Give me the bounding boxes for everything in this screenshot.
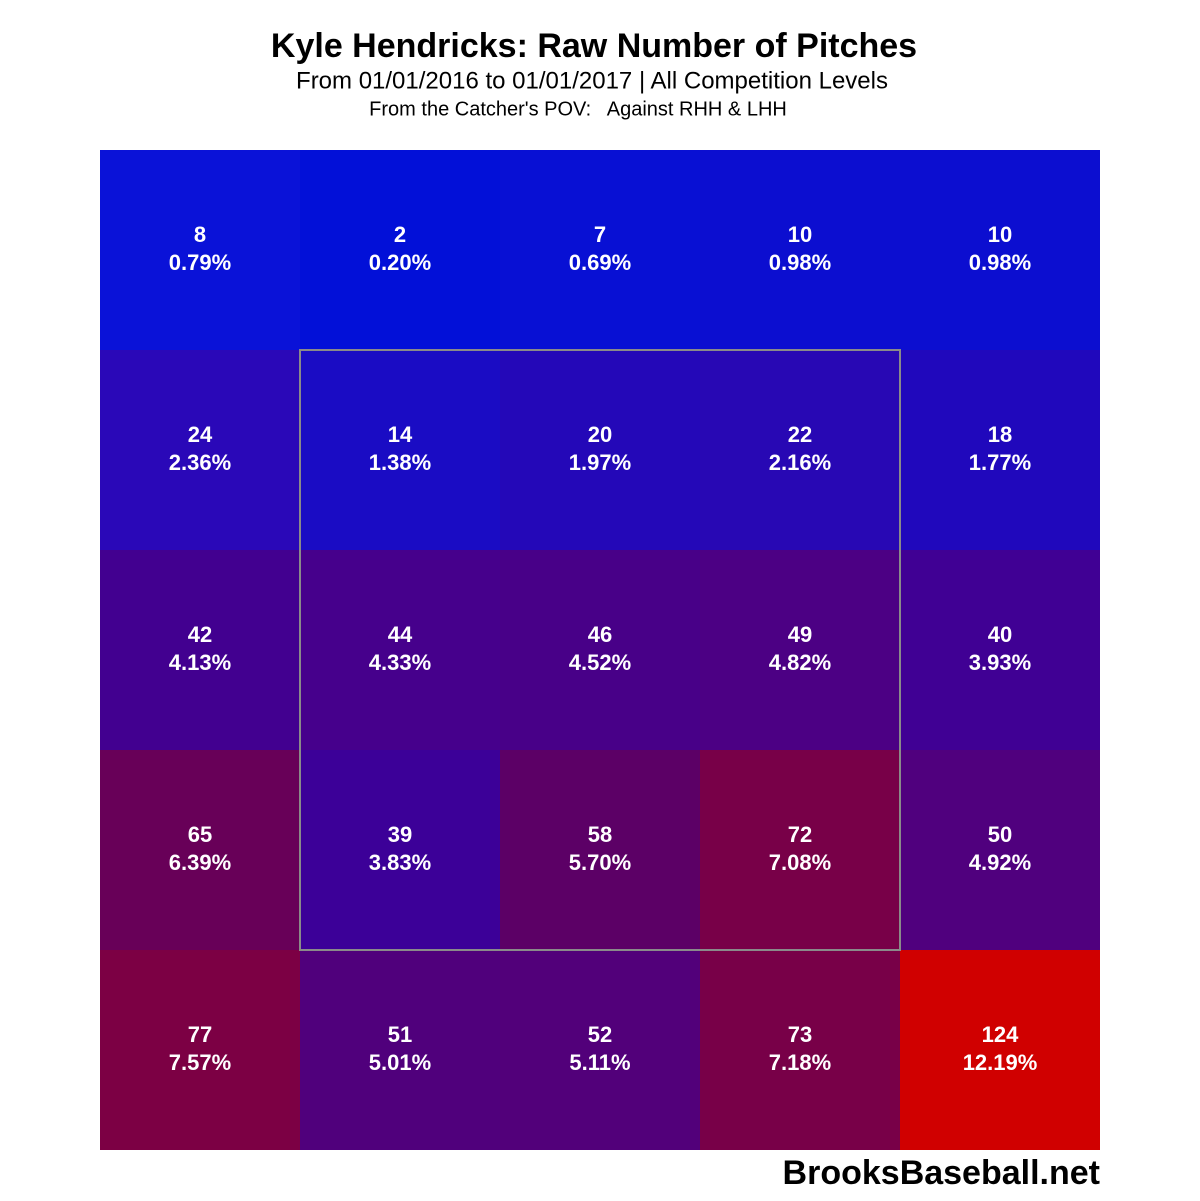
cell-percent: 4.92% (969, 850, 1031, 875)
cell-count: 51 (388, 1022, 412, 1047)
cell-percent: 3.93% (969, 650, 1031, 675)
cell-percent: 4.13% (169, 650, 231, 675)
cell-percent: 0.98% (769, 250, 831, 275)
cell-percent: 0.69% (569, 250, 631, 275)
heatmap-cell (500, 150, 700, 350)
cell-percent: 2.36% (169, 450, 231, 475)
cell-percent: 5.11% (569, 1050, 630, 1075)
cell-percent: 4.52% (569, 650, 631, 675)
heatmap-cell (700, 150, 900, 350)
heatmap-cell (500, 550, 700, 750)
cell-count: 72 (788, 822, 812, 847)
heatmap-cell (300, 350, 500, 550)
cell-percent: 3.83% (369, 850, 431, 875)
heatmap-cell (900, 150, 1100, 350)
cell-count: 8 (194, 222, 206, 247)
cell-count: 10 (988, 222, 1012, 247)
cell-count: 18 (988, 422, 1012, 447)
cell-count: 42 (188, 622, 212, 647)
cell-percent: 12.19% (963, 1050, 1038, 1075)
heatmap-cell (100, 950, 300, 1150)
cell-count: 49 (788, 622, 812, 647)
cell-count: 2 (394, 222, 406, 247)
heatmap-cell (300, 750, 500, 950)
cell-count: 52 (588, 1022, 612, 1047)
cell-percent: 1.97% (569, 450, 631, 475)
cell-count: 39 (388, 822, 412, 847)
chart-title: Kyle Hendricks: Raw Number of Pitches (271, 27, 917, 65)
strike-zone (299, 349, 901, 951)
cell-percent: 7.18% (769, 1050, 831, 1075)
heatmap-cell (900, 550, 1100, 750)
cell-percent: 4.33% (369, 650, 431, 675)
cell-percent: 5.01% (369, 1050, 431, 1075)
cell-count: 14 (388, 422, 413, 447)
cell-count: 22 (788, 422, 812, 447)
cell-count: 40 (988, 622, 1012, 647)
heatmap-cell (100, 550, 300, 750)
cell-percent: 5.70% (569, 850, 631, 875)
heatmap-cell (100, 150, 300, 350)
heatmap-cell (100, 350, 300, 550)
heatmap-cell (100, 750, 300, 950)
heatmap-cell (300, 950, 500, 1150)
chart-note: From the Catcher's POV: Against RHH & LH… (369, 98, 787, 120)
heatmap-cell (700, 350, 900, 550)
heatmap-cell (500, 350, 700, 550)
heatmap-cell (700, 950, 900, 1150)
cell-percent: 0.79% (169, 250, 231, 275)
cell-count: 10 (788, 222, 812, 247)
cell-count: 20 (588, 422, 612, 447)
cell-percent: 0.20% (369, 250, 431, 275)
cell-count: 46 (588, 622, 612, 647)
cell-percent: 0.98% (969, 250, 1031, 275)
cell-count: 44 (388, 622, 413, 647)
heatmap-cell (700, 750, 900, 950)
heatmap-grid: 8 0.79% 2 0.20% 7 0.69% 10 0.98% 10 0.98% 24 2.36% 1… (100, 150, 1100, 1150)
cell-count: 7 (594, 222, 606, 247)
heatmap-cell (900, 750, 1100, 950)
cell-count: 124 (982, 1022, 1019, 1047)
heatmap-cell (500, 750, 700, 950)
source: BrooksBaseball.net (783, 1154, 1100, 1192)
heatmap-cell (900, 950, 1100, 1150)
heatmap-cell (500, 950, 700, 1150)
cell-count: 50 (988, 822, 1012, 847)
cell-count: 24 (188, 422, 213, 447)
cell-percent: 6.39% (169, 850, 231, 875)
cell-percent: 2.16% (769, 450, 831, 475)
cell-percent: 4.82% (769, 650, 831, 675)
heatmap-cell (900, 350, 1100, 550)
cell-percent: 7.08% (769, 850, 831, 875)
heatmap-cell (300, 150, 500, 350)
cell-count: 73 (788, 1022, 812, 1047)
cell-percent: 1.38% (369, 450, 431, 475)
cell-percent: 7.57% (169, 1050, 231, 1075)
chart-subtitle: From 01/01/2016 to 01/01/2017 | All Comp… (296, 67, 888, 94)
cell-count: 77 (188, 1022, 212, 1047)
heatmap-cell (700, 550, 900, 750)
cell-count: 65 (188, 822, 212, 847)
cell-percent: 1.77% (969, 450, 1031, 475)
heatmap-cell (300, 550, 500, 750)
cell-count: 58 (588, 822, 612, 847)
